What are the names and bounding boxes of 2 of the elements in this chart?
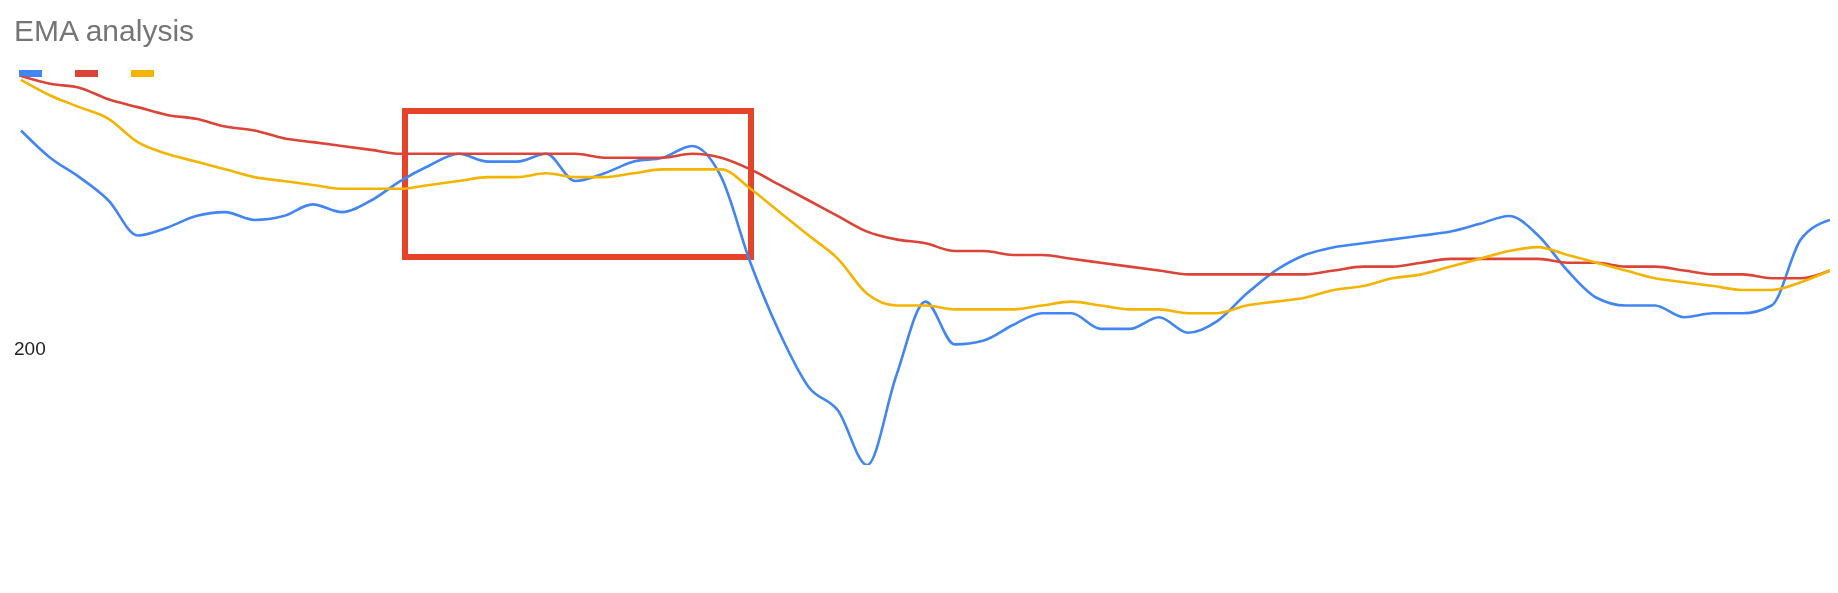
annotation: 200 [14,338,46,360]
chart-title: EMA analysis [14,14,195,48]
